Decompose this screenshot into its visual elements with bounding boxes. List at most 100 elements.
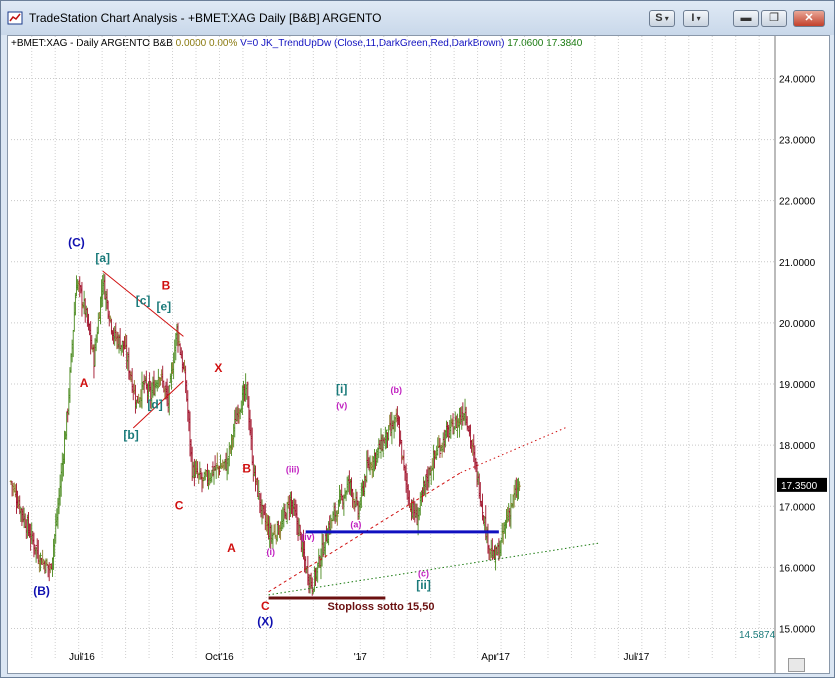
ohlc-bar xyxy=(298,524,302,541)
symbol-link-i-button[interactable]: I ▾ xyxy=(683,10,709,27)
ohlc-bar xyxy=(142,374,146,394)
x-tick-label: Oct'16 xyxy=(205,652,234,663)
wave-label: C xyxy=(175,498,184,512)
close-button[interactable]: ✕ xyxy=(793,10,825,27)
wave-label: A xyxy=(227,541,236,555)
drawings xyxy=(102,270,601,600)
ohlc-bar xyxy=(487,544,491,561)
status-ind-val2: 17.3840 xyxy=(546,38,583,49)
chart-area[interactable]: +BMET:XAG - Daily ARGENTO B&B 0.0000 0.0… xyxy=(7,35,830,674)
ohlc-bar xyxy=(283,503,287,519)
y-tick-label: 18.0000 xyxy=(779,441,816,452)
ohlc-bar xyxy=(105,288,109,310)
y-tick-label: 23.0000 xyxy=(779,136,816,147)
window-title: TradeStation Chart Analysis - +BMET:XAG … xyxy=(29,11,382,25)
ohlc-bar xyxy=(317,548,321,569)
wave-label: (b) xyxy=(391,385,403,395)
status-symbol: +BMET:XAG - Daily xyxy=(11,38,99,49)
ohlc-bar xyxy=(177,332,181,347)
status-indicator: JK_TrendUpDw (Close,11,DarkGreen,Red,Dar… xyxy=(261,38,505,49)
symbol-link-s-button[interactable]: S ▾ xyxy=(649,10,675,27)
maximize-button[interactable]: ❐ xyxy=(761,10,787,27)
grid xyxy=(11,36,775,658)
wave-label: [d] xyxy=(147,397,162,411)
x-tick-label: Apr'17 xyxy=(481,652,510,663)
ohlc-bar xyxy=(193,458,196,487)
wave-label: [ii] xyxy=(416,578,431,592)
ohlc-bar xyxy=(491,538,494,561)
y-tick-label: 22.0000 xyxy=(779,197,816,208)
wave-label: B xyxy=(162,278,171,292)
ohlc-bar xyxy=(40,557,43,565)
y-tick-label: 17.0000 xyxy=(779,502,816,513)
y-tick-label: 24.0000 xyxy=(779,74,816,85)
ohlc-bar xyxy=(109,315,112,323)
wave-label: [b] xyxy=(123,428,138,442)
price-bars xyxy=(9,273,521,596)
minimize-button[interactable]: ▬ xyxy=(733,10,759,27)
wave-label: (iv) xyxy=(301,532,315,542)
wave-label: X xyxy=(214,361,222,375)
ohlc-bar xyxy=(215,452,219,470)
wave-label: (iii) xyxy=(286,465,300,475)
wave-label: (X) xyxy=(257,614,273,628)
y-tick-label: 16.0000 xyxy=(779,563,816,574)
ohlc-bar xyxy=(336,510,339,526)
y-tick-label: 15.0000 xyxy=(779,624,816,635)
wave-label: (i) xyxy=(267,547,276,557)
triangle-upper-line xyxy=(102,270,184,337)
wave-label: [i] xyxy=(336,382,347,396)
wave-label: C xyxy=(261,599,270,613)
wave-label: (c) xyxy=(418,569,429,579)
ohlc-bar xyxy=(95,326,99,343)
wave-label: (v) xyxy=(336,400,347,410)
last-price-box xyxy=(777,477,827,492)
ohlc-bar xyxy=(321,534,325,558)
ohlc-bar xyxy=(167,384,171,416)
ohlc-bar xyxy=(518,481,521,492)
status-line: +BMET:XAG - Daily ARGENTO B&B 0.0000 0.0… xyxy=(11,38,582,49)
ohlc-bar xyxy=(271,532,275,550)
last-price-label: 17.3500 xyxy=(781,481,818,492)
status-source: B&B xyxy=(152,38,173,49)
ohlc-bar xyxy=(45,558,49,566)
wave-label: [c] xyxy=(136,294,151,308)
ohlc-bar xyxy=(39,552,42,572)
wave-label: A xyxy=(80,376,89,390)
price-chart[interactable]: (C) [a] A (B) B [c] [e] [b] [d] C X B A (i) (iii) (iv) (… xyxy=(8,36,829,673)
horizontal-scrollbar[interactable] xyxy=(788,658,805,672)
status-change: 0.0000 xyxy=(175,38,207,49)
wave-label: (a) xyxy=(350,520,361,530)
ohlc-bar xyxy=(438,438,442,458)
status-change-pct: 0.00% xyxy=(209,38,238,49)
x-tick-label: Jul'17 xyxy=(623,652,649,663)
wave-labels: (C) [a] A (B) B [c] [e] [b] [d] C X B A (i) (iii) (iv) (… xyxy=(33,236,434,629)
y-tick-label: 20.0000 xyxy=(779,319,816,330)
triangle-lower-line xyxy=(132,380,184,429)
wave-label: (B) xyxy=(33,584,50,598)
y-tick-label: 19.0000 xyxy=(779,380,816,391)
low-marker-label: 14.5874 xyxy=(739,630,776,641)
wave-label: [e] xyxy=(156,300,171,314)
wave-label: [a] xyxy=(95,251,110,265)
x-tick-label: '17 xyxy=(354,652,367,663)
wave-label: B xyxy=(242,462,251,476)
ohlc-bar xyxy=(352,492,356,510)
wave-label: Stoploss sotto 15,50 xyxy=(328,601,435,613)
status-volume: V=0 xyxy=(240,38,259,49)
status-name: ARGENTO xyxy=(100,38,151,49)
ohlc-bar xyxy=(495,546,498,556)
ohlc-bar xyxy=(92,344,96,379)
y-tick-label: 21.0000 xyxy=(779,258,816,269)
status-ind-val1: 17.0600 xyxy=(507,38,544,49)
red-dashed-trendline xyxy=(268,472,461,593)
red-dotted-trendline-ext xyxy=(460,426,568,474)
price-axis: 24.0000 23.0000 22.0000 21.0000 20.0000 19.00… xyxy=(69,36,827,673)
tradestation-app-icon xyxy=(7,11,23,25)
ohlc-bar xyxy=(74,292,77,316)
ohlc-bar xyxy=(234,407,238,425)
title-bar[interactable]: TradeStation Chart Analysis - +BMET:XAG … xyxy=(1,1,834,35)
x-tick-label: Jul'16 xyxy=(69,652,95,663)
ohlc-bar xyxy=(257,479,261,500)
